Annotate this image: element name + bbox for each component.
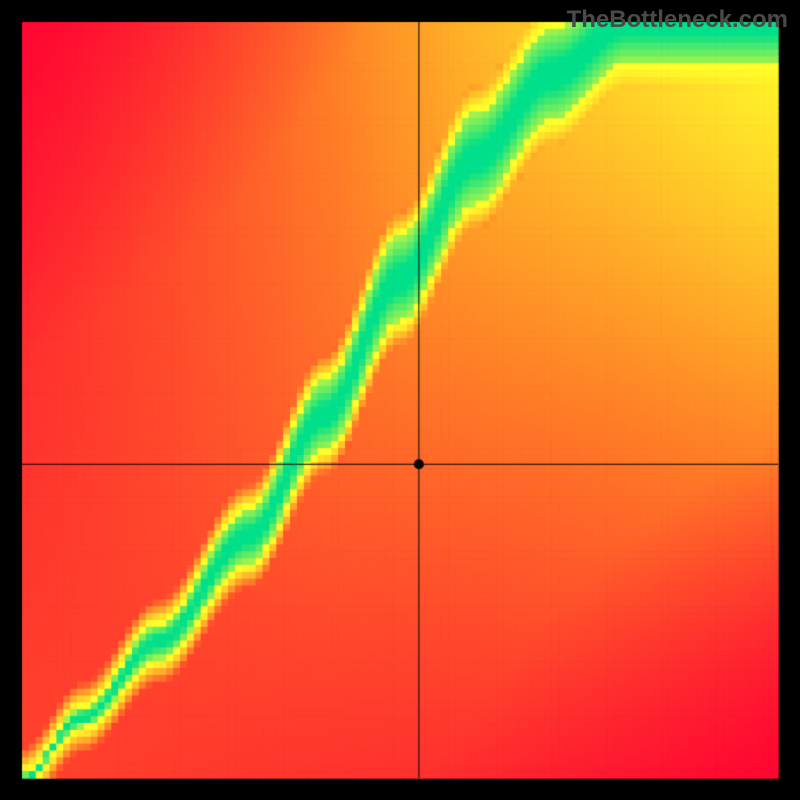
heatmap-canvas (0, 0, 800, 800)
watermark-text: TheBottleneck.com (567, 6, 788, 34)
chart-container: TheBottleneck.com (0, 0, 800, 800)
